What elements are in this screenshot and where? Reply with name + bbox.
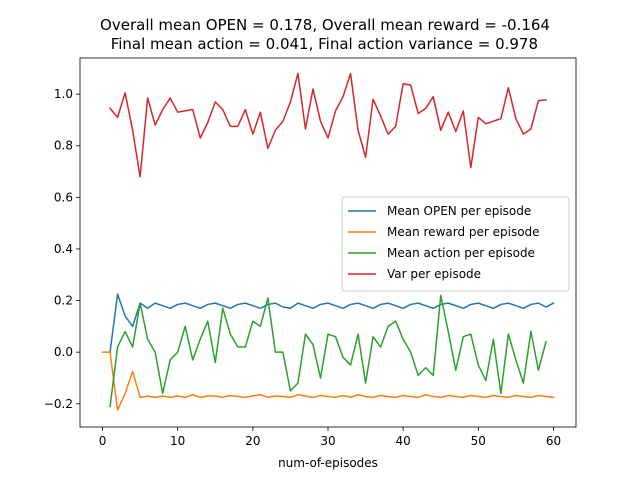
series-line-4 — [109, 72, 547, 178]
chart-title-line-2: Final mean action = 0.041, Final action … — [106, 35, 538, 53]
x-tick-label: 30 — [320, 434, 335, 448]
legend: Mean OPEN per episode Mean reward per epi… — [341, 196, 570, 292]
legend-label: Mean OPEN per episode — [387, 204, 531, 218]
legend-box — [341, 196, 570, 292]
x-tick-label: 10 — [170, 434, 185, 448]
plot-area: 0 10 20 30 40 50 60 −0.2 0.0 0.2 0.4 0.6 0.8 1.0 — [44, 57, 577, 448]
series-line-2 — [101, 351, 555, 411]
y-tick-label: 0.4 — [54, 242, 73, 256]
x-tick-label: 0 — [99, 434, 107, 448]
y-tick-label: 0.6 — [54, 190, 73, 204]
legend-label: Mean reward per episode — [387, 225, 540, 239]
legend-label: Var per episode — [387, 267, 481, 281]
y-tick-label: −0.2 — [44, 397, 73, 411]
series-line-3 — [109, 294, 547, 408]
x-tick-label: 60 — [546, 434, 561, 448]
series-line-1 — [109, 293, 555, 354]
chart-title-line-1: Overall mean OPEN = 0.178, Overall mean … — [100, 16, 550, 34]
y-tick-label: 0.2 — [54, 294, 73, 308]
x-tick-label: 40 — [396, 434, 411, 448]
x-axis-label: num-of-episodes — [278, 456, 378, 470]
y-tick-label: 0.0 — [54, 345, 73, 359]
legend-label: Mean action per episode — [387, 246, 535, 260]
y-tick-label: 0.8 — [54, 139, 73, 153]
x-tick-label: 20 — [245, 434, 260, 448]
x-tick-label: 50 — [471, 434, 486, 448]
y-tick-label: 1.0 — [54, 87, 73, 101]
